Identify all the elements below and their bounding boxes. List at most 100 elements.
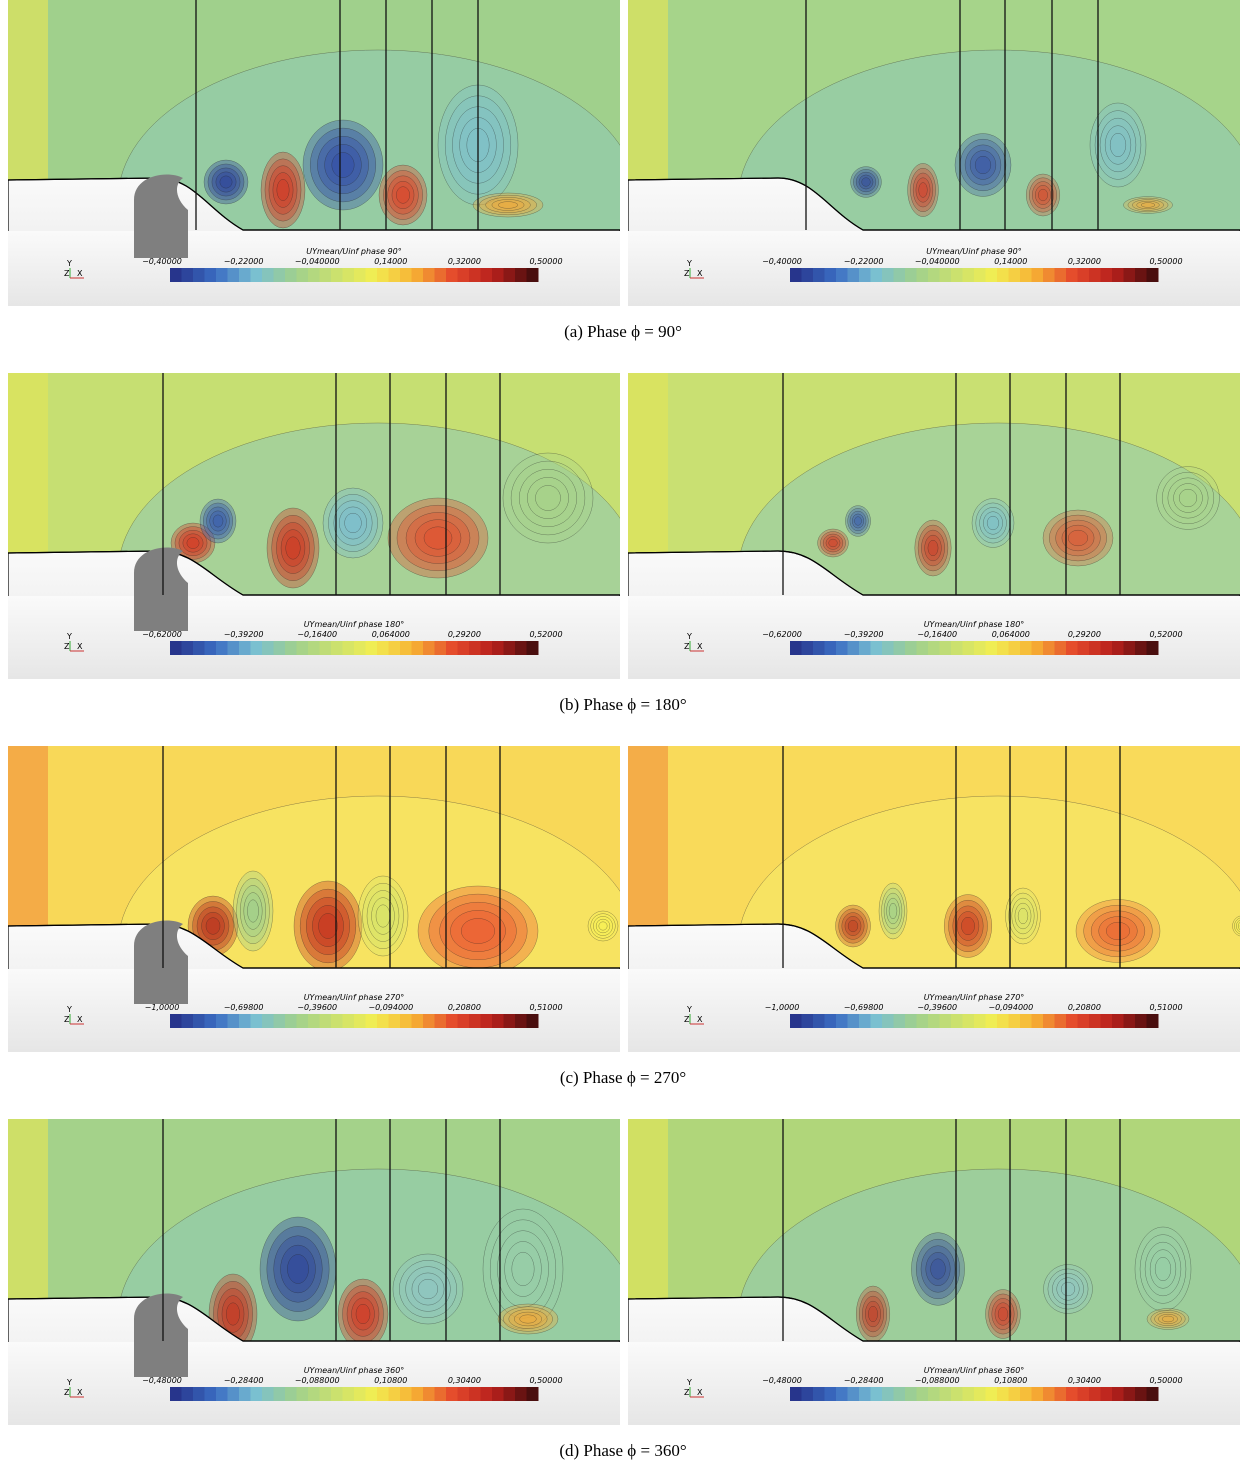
vortex-contour [862,178,871,187]
colorbar-step [1101,268,1113,282]
triad-label: X [77,1388,83,1397]
colorbar-tick-label: 0,50000 [529,257,562,266]
colorbar-step [1135,1014,1147,1028]
colorbar-step [1043,1014,1055,1028]
colorbar-step [389,1014,401,1028]
colorbar-step [859,268,871,282]
colorbar-step [400,268,412,282]
colorbar-tick-label: −0,62000 [762,630,802,639]
colorbar-step [228,641,240,655]
caption: (a) Phase ϕ = 90° [0,322,1246,342]
colorbar-step [297,268,309,282]
colorbar-step [228,268,240,282]
colorbar-step [458,1014,470,1028]
triad-label: Z [64,642,70,651]
colorbar-step [423,268,435,282]
colorbar-step [308,1014,320,1028]
colorbar-step [320,1387,332,1401]
colorbar-step [446,1387,458,1401]
colorbar-step [377,1387,389,1401]
contour-plot: YZXUYmean/Uinf phase 180°−0,62000−0,3920… [628,373,1240,679]
colorbar-step [251,641,263,655]
colorbar-step [446,268,458,282]
colorbar-tick-label: −0,28400 [224,1376,264,1385]
colorbar-tick-label: −0,28400 [844,1376,884,1385]
colorbar-step [1089,268,1101,282]
colorbar-step [1147,1014,1159,1028]
colorbar-title: UYmean/Uinf phase 360° [304,1366,405,1375]
colorbar-step [1112,1387,1124,1401]
colorbar-step [1089,641,1101,655]
colorbar-step [802,268,814,282]
triad-label: Y [686,1005,692,1014]
colorbar-step [469,1387,481,1401]
vortex-contour [928,540,938,556]
colorbar-step [1124,641,1136,655]
colorbar-step [1055,1014,1067,1028]
contour-plot: YZXUYmean/Uinf phase 180°−0,62000−0,3920… [8,373,620,679]
colorbar-step [882,1387,894,1401]
colorbar-step [1078,1387,1090,1401]
vortex-contour [418,1279,438,1299]
colorbar-step [446,641,458,655]
colorbar-step [859,1014,871,1028]
colorbar-step [1032,268,1044,282]
colorbar-step [871,1387,883,1401]
colorbar-step [1009,268,1021,282]
caption: (d) Phase ϕ = 360° [0,1441,1246,1461]
vortex-contour [1179,489,1197,507]
colorbar-step [1112,268,1124,282]
colorbar-step [182,268,194,282]
colorbar-step [389,268,401,282]
vortex-contour [1141,203,1155,208]
colorbar-step [974,1014,986,1028]
contour-plot: YZXUYmean/Uinf phase 270°−1,0000−0,69800… [628,746,1240,1052]
colorbar-tick-label: −0,40000 [142,257,182,266]
colorbar-step [940,1014,952,1028]
colorbar-step [170,641,182,655]
colorbar-step [986,1014,998,1028]
colorbar-step [825,268,837,282]
colorbar-tick-label: −0,69800 [844,1003,884,1012]
colorbar-step [928,1014,940,1028]
colorbar-tick-label: 0,51000 [529,1003,562,1012]
colorbar-step [354,1387,366,1401]
colorbar-step [400,641,412,655]
colorbar-tick-label: 0,50000 [529,1376,562,1385]
vortex-contour [226,1303,239,1325]
colorbar-step [170,1014,182,1028]
colorbar-step [366,641,378,655]
triad-label: X [697,1388,703,1397]
colorbar-step [343,641,355,655]
colorbar-step [1032,1387,1044,1401]
colorbar-step [239,268,251,282]
colorbar-tick-label: 0,064000 [372,630,410,639]
colorbar-tick-label: −0,39200 [844,630,884,639]
colorbar-step [905,268,917,282]
colorbar-step [1112,1014,1124,1028]
colorbar-step [527,1014,539,1028]
colorbar-step [527,641,539,655]
colorbar-tick-label: 0,064000 [992,630,1030,639]
triad-label: Z [684,1388,690,1397]
colorbar-step [274,1014,286,1028]
colorbar-step [1066,1014,1078,1028]
colorbar-step [859,1387,871,1401]
colorbar-step [297,1387,309,1401]
colorbar-step [492,268,504,282]
colorbar-tick-label: −0,69800 [224,1003,264,1012]
colorbar-step [251,268,263,282]
page: YZXUYmean/Uinf phase 90°−0,40000−0,22000… [0,0,1246,1465]
vortex-contour [356,1304,370,1324]
triad-label: Y [686,1378,692,1387]
colorbar-step [1020,641,1032,655]
colorbar-step [216,268,228,282]
vortex-contour [1038,189,1047,201]
vortex-contour [975,156,991,174]
vortex-contour [277,179,289,200]
vortex-contour [206,918,220,935]
colorbar-step [400,1014,412,1028]
colorbar-step [917,1387,929,1401]
colorbar-step [825,641,837,655]
colorbar-step [239,1014,251,1028]
